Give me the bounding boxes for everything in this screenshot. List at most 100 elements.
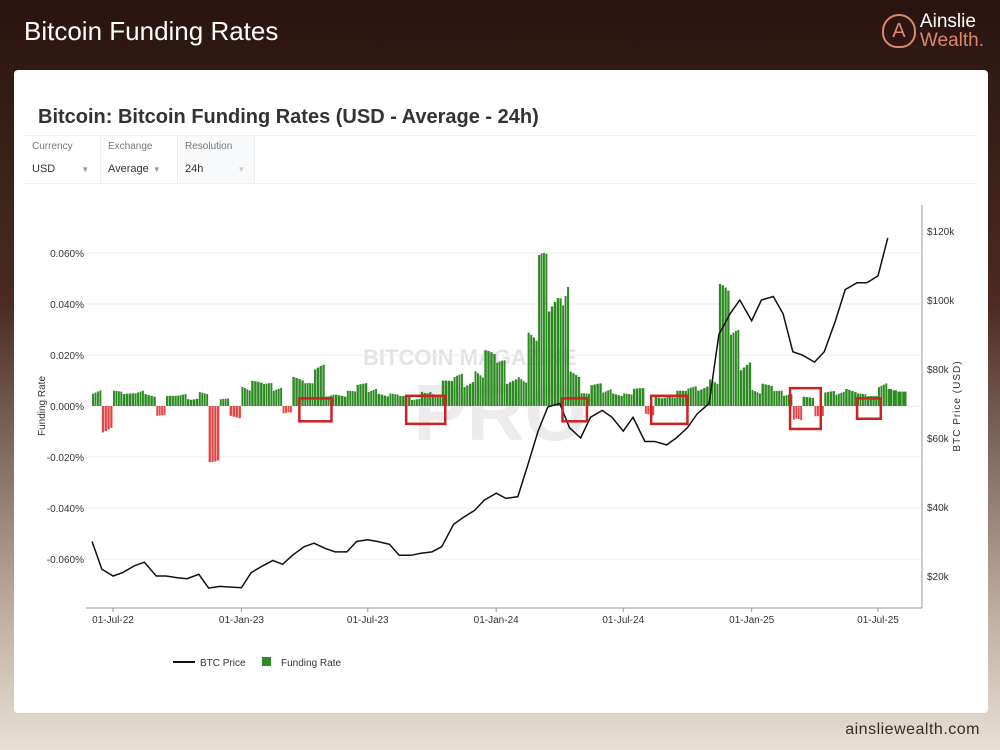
funding-rate-bar [99, 390, 102, 406]
funding-rate-bar [426, 393, 429, 406]
funding-rate-bar [391, 393, 394, 406]
divider [24, 183, 976, 184]
funding-rate-bar [285, 406, 287, 413]
legend-funding-label[interactable]: Funding Rate [281, 658, 341, 669]
exchange-select[interactable]: Exchange Average ▼ [102, 136, 178, 183]
funding-rate-bar [657, 397, 661, 406]
funding-rate-bar [644, 406, 647, 414]
funding-rate-bar [567, 286, 569, 406]
currency-select[interactable]: Currency USD ▼ [26, 136, 101, 183]
funding-rate-bar [332, 394, 335, 406]
funding-rate-bar [359, 384, 362, 406]
funding-rate-bar [334, 394, 338, 406]
funding-rate-bar [408, 395, 411, 406]
funding-rate-bar [141, 390, 144, 406]
funding-rate-bar [527, 332, 530, 406]
x-tick-label: 01-Jan-23 [219, 615, 264, 626]
funding-rate-bar [520, 379, 523, 406]
funding-rate-bar [547, 311, 551, 406]
funding-rate-bar [668, 396, 671, 406]
funding-rate-bar [780, 390, 783, 406]
funding-rate-bar [411, 399, 413, 406]
funding-rate-bar [192, 399, 196, 406]
y-tick-label: -0.060% [47, 555, 84, 566]
funding-rate-bar [851, 390, 854, 406]
funding-rate-bar [306, 383, 309, 406]
funding-rate-bar [137, 392, 140, 406]
funding-rate-bar [260, 382, 263, 406]
funding-rate-bar [484, 350, 487, 406]
funding-rate-bar [692, 386, 695, 406]
funding-rate-bar [139, 391, 142, 406]
funding-rate-bar [525, 382, 528, 406]
highlight-box [404, 394, 447, 426]
funding-rate-bar [654, 396, 658, 406]
funding-rate-bar [206, 394, 209, 406]
funding-rate-bar [394, 394, 397, 406]
funding-rate-bar [593, 384, 596, 406]
funding-rate-bar [275, 389, 278, 406]
funding-rate-bar [314, 369, 317, 406]
funding-rate-bar [711, 380, 714, 406]
funding-rate-bar [203, 393, 206, 406]
highlight-box [298, 397, 333, 423]
funding-rate-bar [144, 394, 147, 406]
funding-rate-bar [617, 395, 620, 406]
x-tick-label: 01-Jul-25 [857, 615, 899, 626]
resolution-select[interactable]: Resolution 24h ▼ [179, 136, 255, 183]
funding-rate-bar [773, 391, 776, 406]
funding-rate-bar [117, 391, 120, 406]
legend-price-label[interactable]: BTC Price [200, 658, 246, 669]
funding-rate-bar [248, 390, 251, 406]
funding-rate-bar [620, 395, 623, 406]
funding-rate-bar [156, 406, 159, 416]
funding-rate-bar [542, 253, 545, 406]
funding-rate-bar [113, 390, 115, 406]
y-axis-title: Funding Rate [37, 376, 48, 436]
funding-rate-bar [460, 373, 463, 406]
funding-rate-bar [633, 388, 636, 406]
funding-rate-bar [614, 394, 618, 406]
funding-rate-bar [198, 392, 201, 406]
funding-rate-bar [147, 395, 150, 406]
funding-rate-bar [635, 388, 639, 406]
legend-funding-swatch [262, 657, 271, 666]
x-tick-label: 01-Jul-23 [347, 615, 389, 626]
funding-rate-bar [532, 337, 535, 406]
funding-rate-bar [770, 385, 773, 406]
funding-rate-bar [498, 361, 501, 406]
funding-rate-bar [163, 406, 166, 415]
funding-rate-bar [508, 382, 512, 406]
funding-rate-bar [745, 364, 749, 406]
funding-rate-bar [186, 399, 190, 406]
funding-rate-bar [756, 392, 759, 406]
funding-rate-bar [845, 388, 848, 406]
funding-rate-bar [718, 283, 722, 406]
page-title: Bitcoin Funding Rates [24, 16, 279, 46]
funding-rate-bar [689, 387, 692, 406]
funding-rate-bar [802, 396, 806, 406]
x-tick-label: 01-Jul-24 [602, 615, 644, 626]
funding-rate-bar [134, 393, 137, 406]
funding-rate-bar [721, 285, 724, 406]
funding-rate-bar [505, 383, 509, 406]
funding-rate-bar [94, 392, 97, 406]
logo-mark-icon: A [881, 14, 916, 48]
funding-rate-bar [832, 391, 835, 406]
funding-rate-bar [184, 394, 187, 406]
funding-rate-bar [792, 406, 795, 420]
funding-rate-bar [545, 253, 548, 406]
funding-rate-bar [189, 399, 193, 406]
funding-rate-bar [343, 396, 347, 406]
funding-rate-bar [267, 383, 270, 406]
funding-rate-bar [282, 406, 285, 414]
funding-rate-bar [386, 396, 389, 406]
funding-rate-bar [241, 386, 244, 406]
funding-rate-bar [301, 380, 304, 406]
funding-rate-bar [356, 384, 359, 406]
funding-rate-bar [596, 383, 599, 406]
funding-rate-bar [697, 390, 700, 406]
funding-rate-bar [122, 394, 126, 406]
funding-rate-bar [150, 395, 153, 406]
